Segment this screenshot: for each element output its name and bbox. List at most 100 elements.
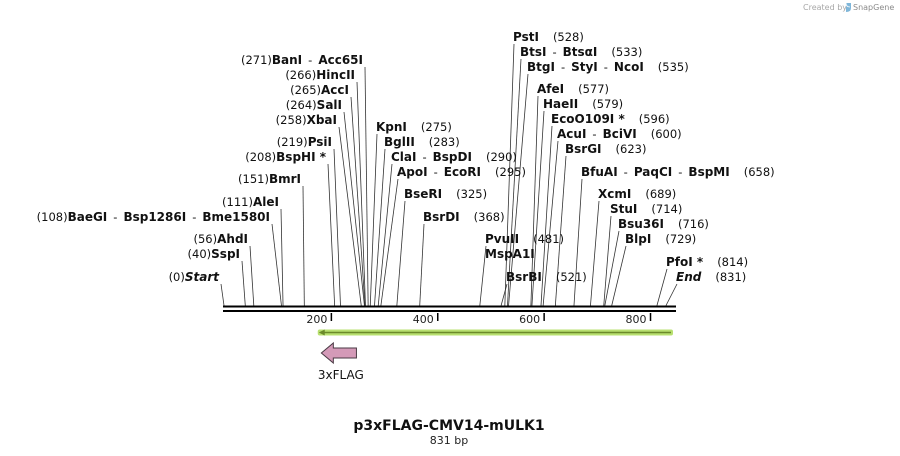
site-afeI[interactable]: AfeI (577) — [537, 82, 609, 96]
enzyme-name[interactable]: BfuAI — [581, 165, 618, 179]
site-label-sspI[interactable]: (40)SspI — [188, 247, 240, 261]
enzyme-name[interactable]: BtsαI — [563, 45, 598, 59]
site-label-bsu36I[interactable]: Bsu36I (716) — [618, 217, 709, 231]
enzyme-name[interactable]: XcmI — [598, 187, 631, 201]
site-hincII[interactable]: (266)HincII — [285, 68, 355, 82]
site-end[interactable]: End (831) — [676, 270, 746, 284]
site-blpI[interactable]: BlpI (729) — [625, 232, 696, 246]
enzyme-name[interactable]: SalI — [317, 98, 342, 112]
site-bsrBI[interactable]: BsrBI (521) — [506, 270, 587, 284]
enzyme-name[interactable]: BspDI — [433, 150, 472, 164]
enzyme-name[interactable]: StyI — [571, 60, 598, 74]
site-label-pvuII[interactable]: PvuII (481) — [485, 232, 564, 246]
enzyme-name[interactable]: AcuI — [557, 127, 586, 141]
site-mspA1I[interactable]: MspA1I — [485, 247, 535, 261]
enzyme-name[interactable]: EcoO109I * — [551, 112, 625, 126]
site-bsrDI[interactable]: BsrDI (368) — [423, 210, 505, 224]
enzyme-name[interactable]: BglII — [384, 135, 415, 149]
site-xcmI[interactable]: XcmI (689) — [598, 187, 676, 201]
site-accI[interactable]: (265)AccI — [290, 83, 349, 97]
site-pfoI[interactable]: PfoI * (814) — [666, 255, 748, 269]
enzyme-name[interactable]: BseRI — [404, 187, 442, 201]
site-label-ahdI[interactable]: (56)AhdI — [194, 232, 249, 246]
site-label-psiI[interactable]: (219)PsiI — [277, 135, 332, 149]
site-bsrGI[interactable]: BsrGI (623) — [565, 142, 646, 156]
orf-arrow[interactable] — [317, 329, 673, 336]
enzyme-name[interactable]: PvuII — [485, 232, 519, 246]
enzyme-name[interactable]: BanI — [272, 53, 302, 67]
site-ecoO109I[interactable]: EcoO109I * (596) — [551, 112, 670, 126]
enzyme-name[interactable]: StuI — [610, 202, 637, 216]
enzyme-name[interactable]: PsiI — [308, 135, 332, 149]
feature-arrow[interactable] — [320, 341, 357, 365]
site-aleI[interactable]: (111)AleI — [222, 195, 279, 209]
site-label-banI[interactable]: (271)BanI - Acc65I — [241, 53, 363, 67]
site-label-hincII[interactable]: (266)HincII — [285, 68, 355, 82]
site-label-claI[interactable]: ClaI - BspDI (290) — [391, 150, 517, 164]
enzyme-name[interactable]: BtsI — [520, 45, 547, 59]
enzyme-name[interactable]: BlpI — [625, 232, 651, 246]
site-banI[interactable]: (271)BanI - Acc65I — [241, 53, 363, 67]
site-salI[interactable]: (264)SalI — [286, 98, 342, 112]
site-label-apoI[interactable]: ApoI - EcoRI (295) — [397, 165, 526, 179]
site-bseRI[interactable]: BseRI (325) — [404, 187, 487, 201]
enzyme-name[interactable]: BspMI — [688, 165, 729, 179]
site-label-start[interactable]: (0)Start — [169, 270, 221, 284]
enzyme-name[interactable]: Start — [185, 270, 220, 284]
site-label-aleI[interactable]: (111)AleI — [222, 195, 279, 209]
site-ahdI[interactable]: (56)AhdI — [194, 232, 249, 246]
site-label-baegI[interactable]: (108)BaeGI - Bsp1286I - Bme1580I — [37, 210, 270, 224]
site-label-btgI[interactable]: BtgI - StyI - NcoI (535) — [527, 60, 689, 74]
enzyme-name[interactable]: AccI — [321, 83, 349, 97]
site-haeII[interactable]: HaeII (579) — [543, 97, 623, 111]
site-label-bsrBI[interactable]: BsrBI (521) — [506, 270, 587, 284]
site-baegI[interactable]: (108)BaeGI - Bsp1286I - Bme1580I — [37, 210, 270, 224]
site-label-accI[interactable]: (265)AccI — [290, 83, 349, 97]
site-label-bglII[interactable]: BglII (283) — [384, 135, 460, 149]
enzyme-name[interactable]: HincII — [316, 68, 355, 82]
site-bmrI[interactable]: (151)BmrI — [238, 172, 301, 186]
enzyme-name[interactable]: MspA1I — [485, 247, 535, 261]
site-label-mspA1I[interactable]: MspA1I — [485, 247, 535, 261]
enzyme-name[interactable]: HaeII — [543, 97, 578, 111]
enzyme-name[interactable]: SspI — [211, 247, 240, 261]
site-label-afeI[interactable]: AfeI (577) — [537, 82, 609, 96]
site-stuI[interactable]: StuI (714) — [610, 202, 682, 216]
enzyme-name[interactable]: Bsu36I — [618, 217, 664, 231]
enzyme-name[interactable]: AhdI — [217, 232, 248, 246]
site-claI[interactable]: ClaI - BspDI (290) — [391, 150, 517, 164]
enzyme-name[interactable]: ApoI — [397, 165, 428, 179]
site-label-xcmI[interactable]: XcmI (689) — [598, 187, 676, 201]
enzyme-name[interactable]: EcoRI — [444, 165, 481, 179]
enzyme-name[interactable]: Bme1580I — [202, 210, 270, 224]
site-label-haeII[interactable]: HaeII (579) — [543, 97, 623, 111]
site-bsu36I[interactable]: Bsu36I (716) — [618, 217, 709, 231]
site-label-xbaI[interactable]: (258)XbaI — [276, 113, 337, 127]
enzyme-name[interactable]: AleI — [253, 195, 279, 209]
site-kpnI[interactable]: KpnI (275) — [376, 120, 452, 134]
site-bglII[interactable]: BglII (283) — [384, 135, 460, 149]
enzyme-name[interactable]: BtgI — [527, 60, 555, 74]
enzyme-name[interactable]: BspHI * — [276, 150, 327, 164]
site-label-kpnI[interactable]: KpnI (275) — [376, 120, 452, 134]
site-btgI[interactable]: BtgI - StyI - NcoI (535) — [527, 60, 689, 74]
enzyme-name[interactable]: Acc65I — [318, 53, 363, 67]
enzyme-name[interactable]: XbaI — [307, 113, 337, 127]
site-label-stuI[interactable]: StuI (714) — [610, 202, 682, 216]
site-xbaI[interactable]: (258)XbaI — [276, 113, 337, 127]
site-label-pstI[interactable]: PstI (528) — [513, 30, 584, 44]
enzyme-name[interactable]: BsrGI — [565, 142, 602, 156]
site-psiI[interactable]: (219)PsiI — [277, 135, 332, 149]
site-label-blpI[interactable]: BlpI (729) — [625, 232, 696, 246]
enzyme-name[interactable]: NcoI — [614, 60, 644, 74]
site-label-bseRI[interactable]: BseRI (325) — [404, 187, 487, 201]
enzyme-name[interactable]: BmrI — [269, 172, 301, 186]
enzyme-name[interactable]: AfeI — [537, 82, 564, 96]
site-start[interactable]: (0)Start — [169, 270, 221, 284]
enzyme-name[interactable]: End — [676, 270, 702, 284]
site-label-acuI[interactable]: AcuI - BciVI (600) — [557, 127, 682, 141]
site-label-bsrDI[interactable]: BsrDI (368) — [423, 210, 505, 224]
site-label-salI[interactable]: (264)SalI — [286, 98, 342, 112]
enzyme-name[interactable]: Bsp1286I — [123, 210, 186, 224]
site-pvuII[interactable]: PvuII (481) — [485, 232, 564, 246]
